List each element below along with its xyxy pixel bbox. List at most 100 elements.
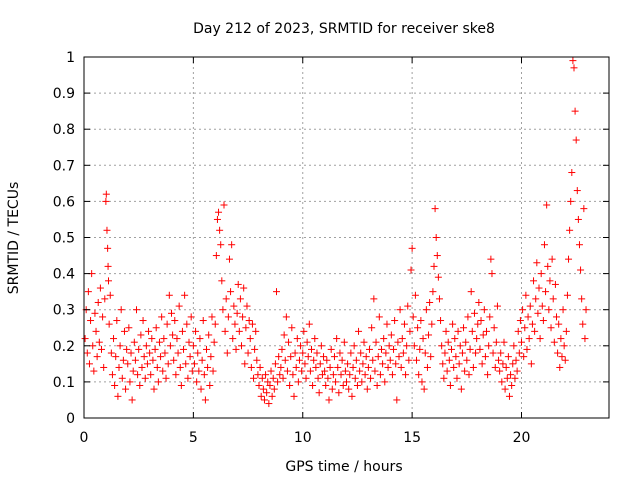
y-tick-label: 0.1 [53,375,75,391]
data-point [414,324,422,332]
data-point [293,335,301,343]
data-point [89,342,97,350]
data-point [411,291,419,299]
data-point [256,363,264,371]
data-point [515,349,523,357]
data-point [201,396,209,404]
data-point [312,363,320,371]
data-point [546,277,554,285]
data-point [118,374,126,382]
data-point [400,320,408,328]
data-point [479,331,487,339]
data-point [84,288,92,296]
data-point [304,353,312,361]
data-point [286,382,294,390]
data-point [455,360,463,368]
data-point [213,215,221,223]
data-point [131,356,139,364]
data-point [147,371,155,379]
data-point [528,320,536,328]
data-point [466,345,474,353]
data-point [351,374,359,382]
data-point [227,288,235,296]
data-point [142,342,150,350]
data-point [485,342,493,350]
x-tick-label: 0 [80,430,89,446]
x-tick-label: 5 [189,430,198,446]
data-point [531,327,539,335]
data-point [166,342,174,350]
x-axis-label: GPS time / hours [285,459,402,475]
data-point [196,335,204,343]
data-point [555,320,563,328]
data-point [300,327,308,335]
data-point [445,356,453,364]
x-tick-label: 10 [294,430,312,446]
data-point [539,317,547,325]
data-point [373,382,381,390]
data-point [267,367,275,375]
data-point [328,385,336,393]
data-point [95,338,103,346]
data-point [579,320,587,328]
data-point [443,367,451,375]
data-point [141,374,149,382]
data-point [150,385,158,393]
data-point [219,306,227,314]
data-point [498,378,506,386]
data-point [346,371,354,379]
data-point [255,382,263,390]
data-point [162,374,170,382]
y-axis-label: SRMTID / TECUs [6,182,22,295]
data-point [474,320,482,328]
data-point [473,335,481,343]
data-point [487,255,495,263]
data-point [439,360,447,368]
data-point [127,349,135,357]
data-point [185,338,193,346]
data-point [393,396,401,404]
axes: 00.10.20.30.40.50.60.70.80.910 5 10 15 20 [53,50,610,446]
data-point [403,342,411,350]
data-point [381,378,389,386]
data-point [451,335,459,343]
data-point [567,197,575,205]
y-tick-label: 0.8 [53,122,75,138]
data-point [243,302,251,310]
data-point [119,356,127,364]
data-point [154,378,162,386]
data-point [416,345,424,353]
data-point [101,295,109,303]
data-point [138,363,146,371]
data-point [145,327,153,335]
data-point [413,356,420,364]
data-point [519,306,527,314]
data-point [317,342,325,350]
data-point [134,371,142,379]
data-point [489,349,497,357]
data-point [152,324,160,332]
data-point [183,320,191,328]
data-point [260,396,268,404]
data-point [115,363,123,371]
data-point [220,201,228,209]
data-point [211,320,219,328]
data-point [405,356,413,364]
data-point [548,255,556,263]
data-point [291,349,299,357]
data-point [450,363,458,371]
data-point [266,382,274,390]
data-point [441,349,449,357]
x-tick-label: 15 [403,430,421,446]
data-point [313,349,321,357]
data-point [180,345,188,353]
data-point [362,353,370,361]
data-point [203,345,210,353]
data-point [360,338,368,346]
data-point [347,349,355,357]
data-point [189,342,197,350]
data-point [92,327,100,335]
data-point [315,389,323,397]
data-point [404,302,412,310]
data-point [206,382,214,390]
